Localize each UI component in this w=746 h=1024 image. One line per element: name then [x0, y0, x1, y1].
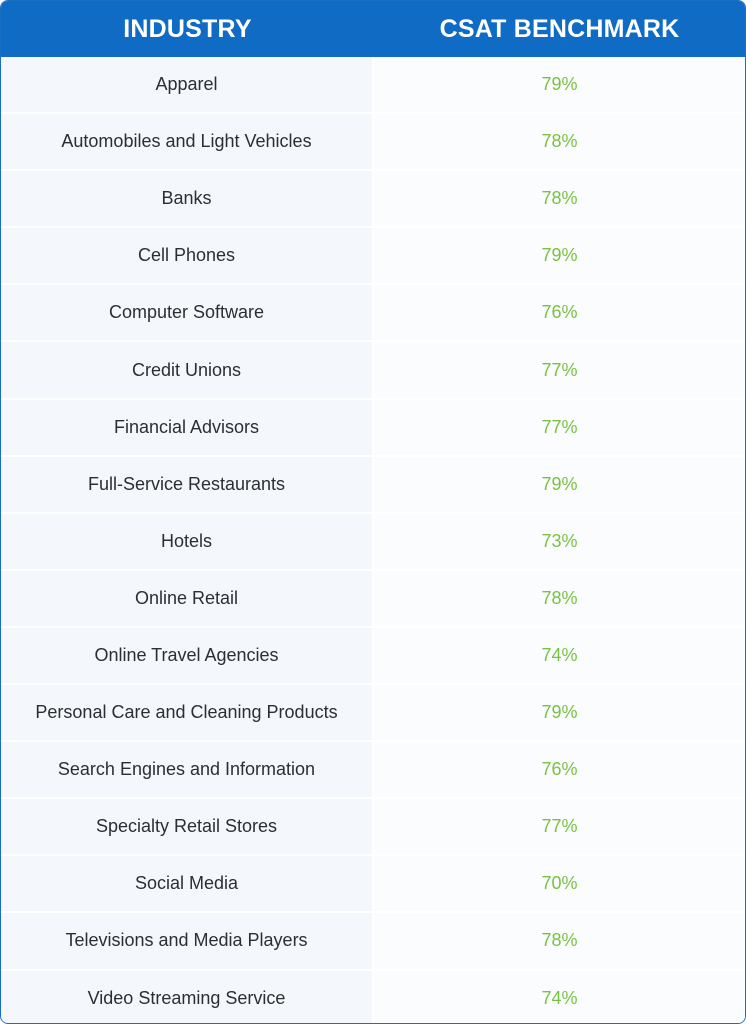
industry-cell: Video Streaming Service: [1, 970, 374, 1023]
csat-value-cell: 76%: [374, 285, 745, 343]
csat-value-cell: 79%: [374, 685, 745, 743]
csat-value-cell: 74%: [374, 627, 745, 686]
table-row: Specialty Retail Stores 77%: [1, 799, 745, 857]
csat-value-cell: 70%: [374, 856, 745, 914]
table-row: Full-Service Restaurants 79%: [1, 456, 745, 514]
csat-value-cell: 76%: [374, 742, 745, 800]
industry-cell: Televisions and Media Players: [1, 913, 374, 971]
table-row: Televisions and Media Players 78%: [1, 913, 745, 971]
csat-value-cell: 73%: [374, 513, 745, 571]
table-row: Computer Software 76%: [1, 285, 745, 343]
table-header: INDUSTRY CSAT BENCHMARK: [1, 1, 745, 57]
industry-cell: Personal Care and Cleaning Products: [1, 685, 374, 743]
industry-column-header: INDUSTRY: [123, 14, 252, 43]
industry-cell: Search Engines and Information: [1, 742, 374, 800]
industry-cell: Specialty Retail Stores: [1, 799, 374, 857]
table-row: Cell Phones 79%: [1, 228, 745, 286]
csat-value-cell: 77%: [374, 342, 745, 400]
csat-value-cell: 78%: [374, 114, 745, 172]
table-row: Banks 78%: [1, 171, 745, 229]
industry-cell: Computer Software: [1, 285, 374, 343]
table-row: Video Streaming Service 74%: [1, 970, 745, 1023]
table-body: Apparel 79% Automobiles and Light Vehicles…: [1, 57, 745, 1023]
csat-value-cell: 78%: [374, 913, 745, 971]
industry-cell: Financial Advisors: [1, 399, 374, 457]
industry-cell: Online Travel Agencies: [1, 627, 374, 686]
csat-value-cell: 74%: [374, 970, 745, 1023]
csat-benchmark-column-header: CSAT BENCHMARK: [439, 14, 680, 43]
table-row: Online Travel Agencies 74%: [1, 627, 745, 686]
industry-cell: Hotels: [1, 513, 374, 571]
industry-cell: Full-Service Restaurants: [1, 456, 374, 514]
table-row: Credit Unions 77%: [1, 342, 745, 400]
table-row: Personal Care and Cleaning Products 79%: [1, 685, 745, 743]
table-row: Online Retail 78%: [1, 570, 745, 628]
csat-value-cell: 79%: [374, 456, 745, 514]
table-row: Hotels 73%: [1, 513, 745, 571]
industry-cell: Apparel: [1, 57, 374, 115]
table-row: Search Engines and Information 76%: [1, 742, 745, 800]
csat-value-cell: 78%: [374, 570, 745, 628]
csat-value-cell: 77%: [374, 799, 745, 857]
industry-cell: Online Retail: [1, 570, 374, 628]
industry-cell: Automobiles and Light Vehicles: [1, 114, 374, 172]
csat-value-cell: 78%: [374, 171, 745, 229]
industry-cell: Credit Unions: [1, 342, 374, 400]
table-row: Apparel 79%: [1, 57, 745, 115]
industry-cell: Banks: [1, 171, 374, 229]
csat-value-cell: 79%: [374, 228, 745, 286]
table-row: Social Media 70%: [1, 856, 745, 914]
csat-value-cell: 79%: [374, 57, 745, 115]
csat-value-cell: 77%: [374, 399, 745, 457]
industry-cell: Social Media: [1, 856, 374, 914]
table-row: Financial Advisors 77%: [1, 399, 745, 457]
industry-cell: Cell Phones: [1, 228, 374, 286]
table-row: Automobiles and Light Vehicles 78%: [1, 114, 745, 172]
